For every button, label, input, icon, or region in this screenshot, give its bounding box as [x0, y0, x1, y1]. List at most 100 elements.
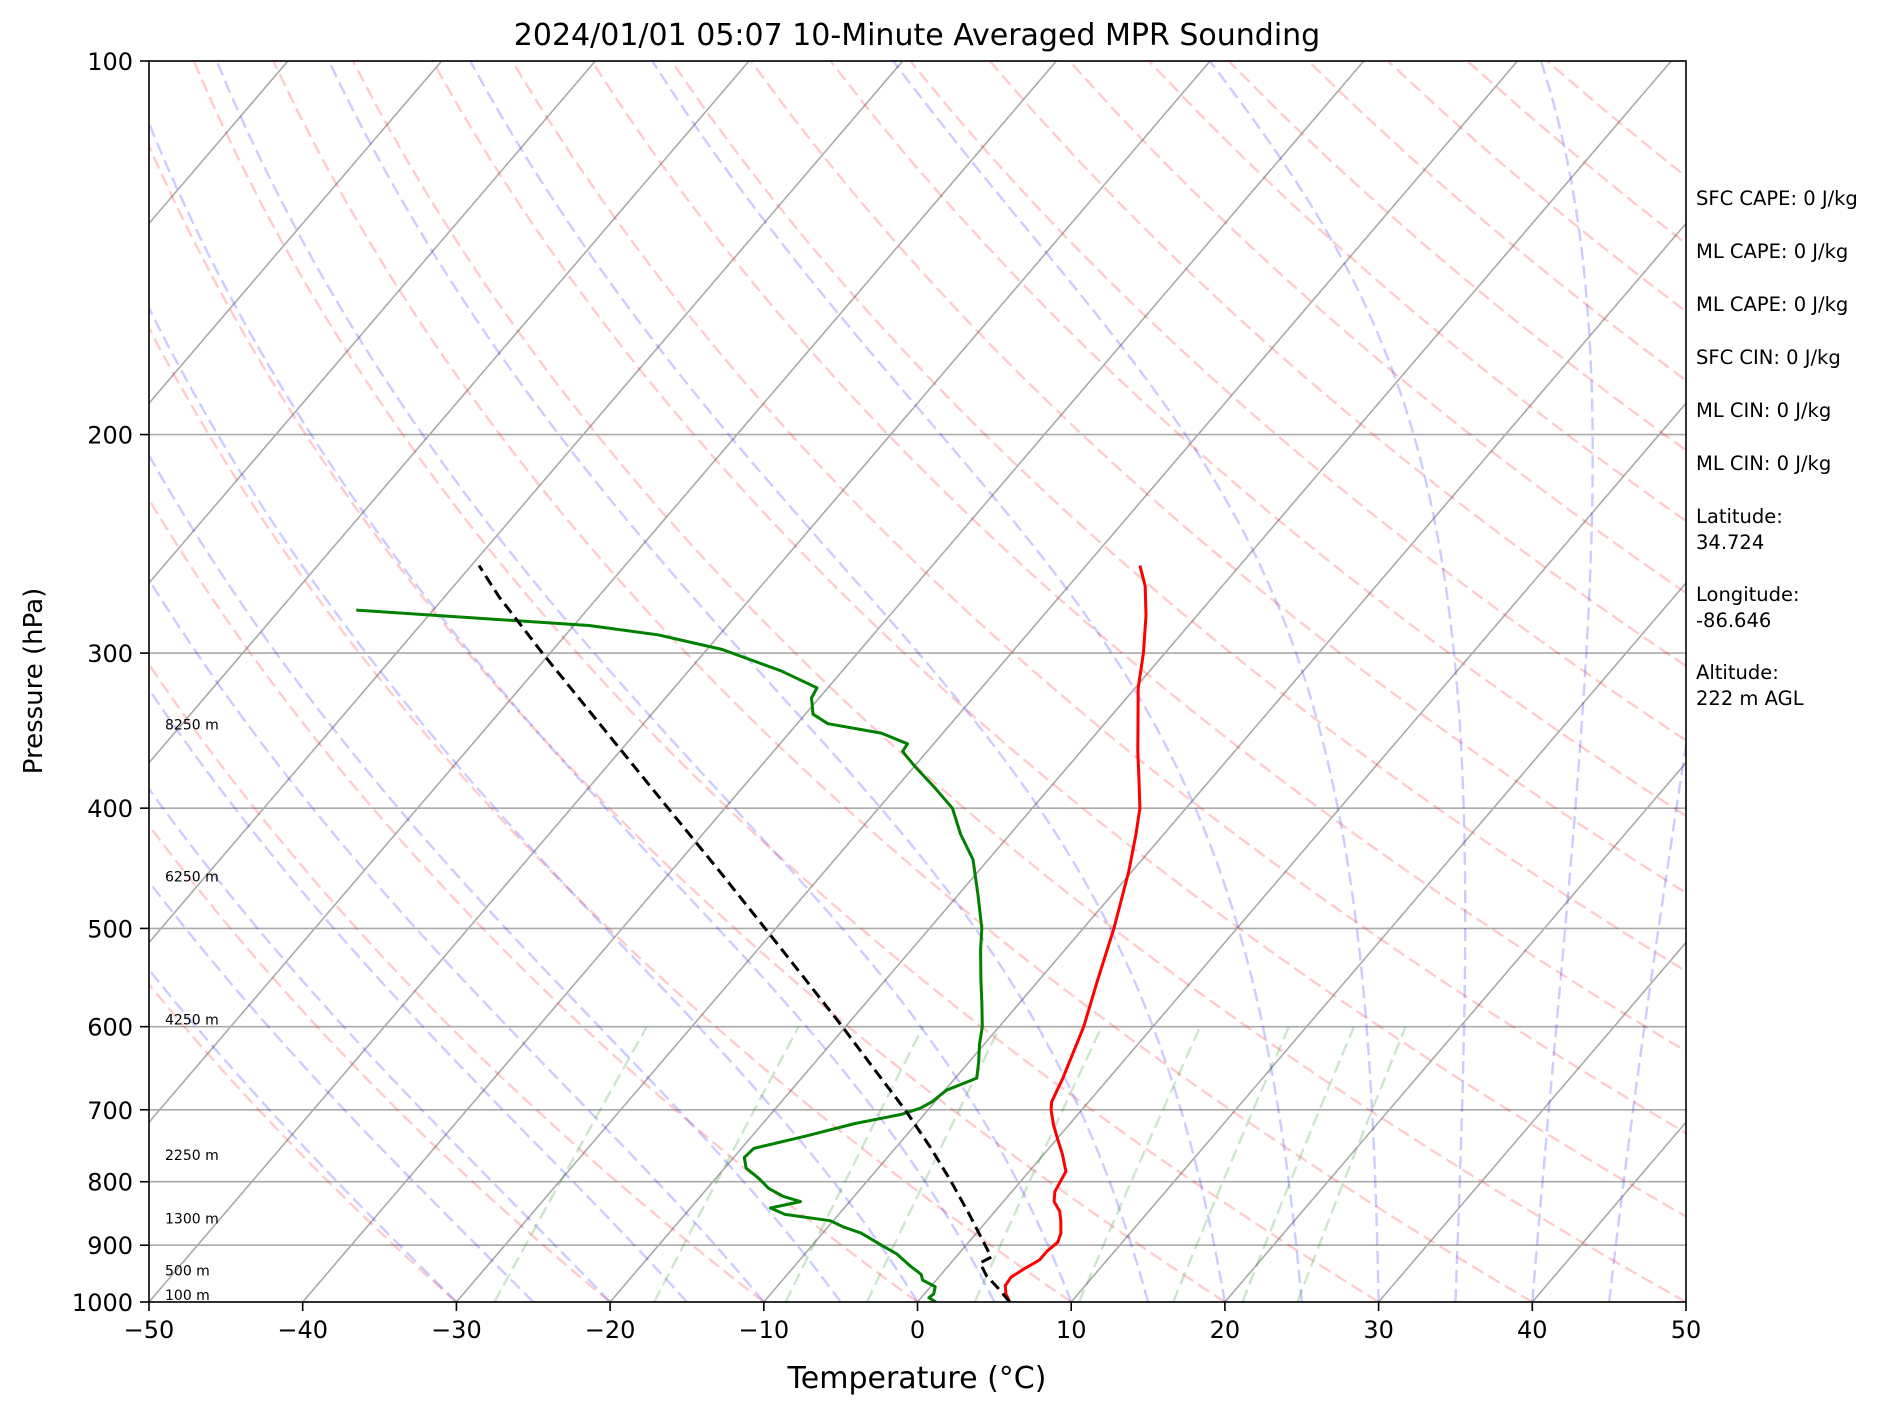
moist-adiabat-line	[892, 61, 1380, 1302]
chart-title: 2024/01/01 05:07 10-Minute Averaged MPR …	[514, 18, 1320, 53]
x-tick-label: −40	[277, 1316, 328, 1344]
dry-adiabat-line	[272, 61, 1533, 1302]
x-tick-label: 0	[910, 1316, 925, 1344]
dry-adiabat-line	[431, 61, 1686, 1218]
mixing-ratio-line	[865, 1026, 1002, 1302]
moist-adiabat-line	[1531, 61, 1594, 1302]
height-label: 6250 m	[165, 870, 219, 886]
isotherm-line	[302, 61, 1365, 1302]
mixing-ratio-line	[493, 1026, 648, 1302]
moist-adiabat-line	[215, 61, 1073, 1302]
moist-adiabat-line	[149, 305, 919, 1302]
mixing-ratio-line	[1077, 1026, 1202, 1302]
dry-adiabat-line	[149, 142, 1226, 1302]
isotherm-line	[149, 61, 750, 764]
y-tick-label: 800	[87, 1169, 133, 1197]
ml-cape: ML CAPE: 0 J/kg	[1696, 240, 1849, 263]
isotherm-line	[149, 61, 904, 944]
ml-cape: ML CAPE: 0 J/kg	[1696, 293, 1849, 316]
dry-adiabat-line	[988, 61, 1686, 668]
moist-adiabat-line	[149, 786, 611, 1302]
y-axis-label: Pressure (hPa)	[19, 588, 49, 775]
moist-adiabat-line	[1208, 61, 1467, 1302]
dry-adiabat-line	[1068, 61, 1686, 595]
moist-adiabat-line	[149, 453, 842, 1302]
x-tick-label: 20	[1210, 1316, 1241, 1344]
temperature-line	[1003, 565, 1148, 1302]
isotherm-line	[1070, 581, 1686, 1302]
moist-adiabat-line	[327, 61, 1150, 1302]
mixing-ratio-line	[973, 1026, 1103, 1302]
x-tick-label: −10	[738, 1316, 789, 1344]
height-label: 2250 m	[165, 1148, 219, 1164]
x-tick-label: 40	[1517, 1316, 1548, 1344]
longitude: Longitude: -86.646	[1696, 583, 1800, 632]
latitude: Latitude: 34.724	[1696, 505, 1783, 554]
moist-adiabat-line	[149, 687, 688, 1302]
height-labels: 100 m 500 m 1300 m 2250 m 4250 m 6250 m 8250 m	[165, 717, 219, 1304]
dry-adiabat-line	[192, 61, 1380, 1302]
ml-cin: ML CIN: 0 J/kg	[1696, 399, 1832, 422]
dry-adiabat-line	[829, 61, 1686, 818]
dry-adiabat-line	[670, 61, 1686, 973]
x-tick-label: 50	[1671, 1316, 1702, 1344]
isotherm-line	[149, 61, 596, 585]
dry-adiabat-line	[149, 662, 765, 1302]
x-tick-label: 10	[1056, 1316, 1087, 1344]
moist-adiabat-line	[149, 967, 458, 1302]
height-label: 8250 m	[165, 717, 219, 733]
x-tick-label: 30	[1363, 1316, 1394, 1344]
dry-adiabat-line	[149, 497, 919, 1302]
dry-adiabat-line	[149, 823, 611, 1302]
y-tick-label: 1000	[72, 1289, 133, 1317]
y-tick-label: 900	[87, 1232, 133, 1260]
y-tick-label: 700	[87, 1097, 133, 1125]
isotherm-line	[149, 61, 443, 405]
moist-adiabat-line	[1607, 737, 1686, 1302]
moist-adiabat-line	[651, 61, 1303, 1302]
y-tick-label: 100	[87, 48, 133, 76]
mixing-ratio-line	[1241, 1026, 1356, 1302]
isotherm-line	[1377, 941, 1686, 1302]
height-label: 4250 m	[165, 1012, 219, 1028]
axes: −50 −40 −30 −20 −10 0 10 20 30 40 50 100 200 300 400 50…	[72, 48, 1701, 1344]
x-tick-label: −50	[124, 1316, 175, 1344]
moist-adiabat-line	[149, 879, 535, 1302]
moist-adiabat-line	[469, 61, 1227, 1302]
moist-adiabat-line	[149, 577, 765, 1302]
isotherm-line	[1224, 761, 1686, 1302]
sfc-cin: SFC CIN: 0 J/kg	[1696, 346, 1841, 369]
mixing-ratio-line	[784, 1026, 925, 1302]
x-tick-label: −20	[585, 1316, 636, 1344]
y-tick-label: 300	[87, 640, 133, 668]
dry-adiabat-line	[351, 61, 1686, 1302]
ml-cin: ML CIN: 0 J/kg	[1696, 452, 1832, 475]
mixing-ratio-line	[1172, 1026, 1291, 1302]
y-tick-label: 200	[87, 422, 133, 450]
moist-adiabat-line	[149, 120, 996, 1302]
height-label: 500 m	[165, 1264, 210, 1280]
mixing-ratio-line	[653, 1026, 800, 1302]
dry-adiabat-line	[511, 61, 1686, 1135]
y-tick-label: 400	[87, 795, 133, 823]
isotherm-line	[455, 61, 1519, 1302]
isotherm-line	[149, 61, 1058, 1124]
dewpoint-line	[356, 608, 984, 1302]
isotherm-line	[149, 61, 1211, 1302]
height-label: 100 m	[165, 1288, 210, 1304]
dry-adiabat-line	[149, 325, 1072, 1302]
sfc-cape: SFC CAPE: 0 J/kg	[1696, 187, 1858, 210]
profile-lines	[356, 564, 1148, 1302]
x-tick-label: −30	[431, 1316, 482, 1344]
mixing-ratio-line	[1296, 1026, 1407, 1302]
isotherm-line	[916, 401, 1686, 1302]
altitude: Altitude: 222 m AGL	[1696, 661, 1804, 710]
y-tick-label: 500	[87, 915, 133, 943]
y-tick-label: 600	[87, 1014, 133, 1042]
x-axis-label: Temperature (°C)	[787, 1361, 1047, 1396]
background-lines	[149, 61, 1686, 1302]
dry-adiabat-line	[749, 61, 1686, 895]
indices-panel: SFC CAPE: 0 J/kg ML CAPE: 0 J/kg ML CAPE…	[1696, 186, 1886, 738]
height-label: 1300 m	[165, 1212, 219, 1228]
